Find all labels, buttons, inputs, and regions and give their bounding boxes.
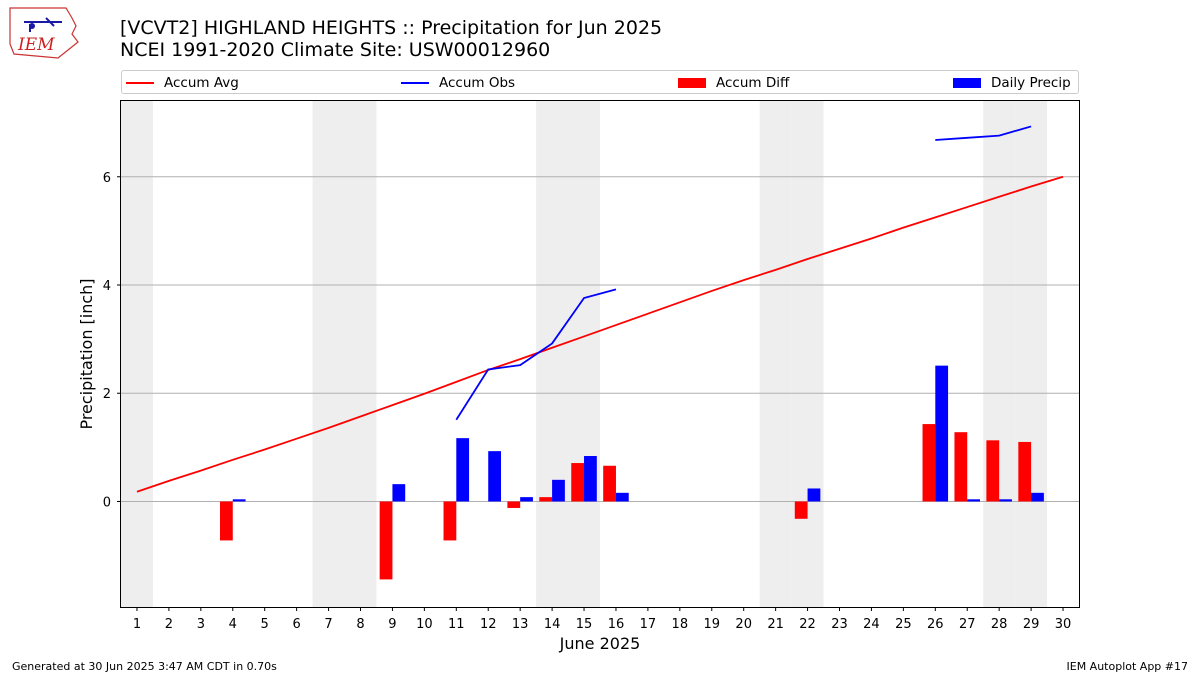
weekend-shade-day-14	[536, 101, 569, 607]
y-axis-label: Precipitation [inch]	[77, 278, 96, 429]
legend: Accum Avg Accum Obs Accum Diff Daily Pre…	[121, 70, 1079, 94]
x-tick-label-13: 13	[512, 617, 529, 632]
bar-daily-precip-day-16	[615, 492, 629, 502]
x-tick-label-26: 26	[927, 617, 944, 632]
legend-label-accum-diff: Accum Diff	[716, 75, 790, 91]
weekend-shade-day-7	[312, 101, 345, 607]
bar-accum-diff-day-4	[219, 501, 233, 541]
bar-daily-precip-day-4	[232, 499, 246, 502]
bar-accum-diff-day-11	[443, 501, 457, 541]
bar-daily-precip-day-12	[488, 451, 502, 502]
x-tick-label-6: 6	[292, 617, 300, 632]
legend-item-daily-precip: Daily Precip	[953, 74, 1071, 92]
weekend-shade-day-21	[759, 101, 792, 607]
bar-daily-precip-day-9	[392, 484, 406, 502]
bar-daily-precip-day-15	[584, 456, 597, 502]
bar-accum-diff-day-14	[539, 497, 553, 502]
legend-swatch-accum-obs	[401, 82, 429, 84]
bar-daily-precip-day-13	[520, 497, 533, 502]
bar-daily-precip-day-11	[456, 438, 470, 502]
x-tick-label-22: 22	[799, 617, 816, 632]
weekend-shade-day-15	[568, 101, 600, 607]
y-tick-label-2: 2	[103, 387, 111, 402]
lines	[136, 125, 1064, 493]
bar-accum-diff-day-15	[571, 463, 585, 502]
x-tick-label-18: 18	[672, 617, 689, 632]
x-tick-label-11: 11	[448, 617, 465, 632]
bar-accum-diff-day-26	[922, 424, 936, 502]
legend-item-accum-diff: Accum Diff	[678, 74, 789, 92]
x-tick-label-27: 27	[959, 617, 976, 632]
line-accum-obs-segment-1	[935, 125, 1032, 141]
bar-daily-precip-day-22	[807, 488, 821, 502]
x-tick-label-3: 3	[197, 617, 205, 632]
x-tick-label-30: 30	[1055, 617, 1072, 632]
x-tick-label-4: 4	[229, 617, 237, 632]
legend-label-accum-obs: Accum Obs	[439, 75, 516, 91]
legend-item-accum-obs: Accum Obs	[401, 74, 515, 92]
x-tick-label-7: 7	[324, 617, 332, 632]
bar-daily-precip-day-27	[967, 499, 981, 502]
bar-daily-precip-day-28	[999, 499, 1012, 502]
line-accum-avg-segment-0	[136, 175, 1064, 493]
legend-swatch-accum-avg	[126, 82, 154, 84]
legend-label-daily-precip: Daily Precip	[991, 75, 1071, 91]
iem-logo: IEM	[6, 4, 82, 60]
x-tick-label-28: 28	[991, 617, 1008, 632]
bar-accum-diff-day-27	[954, 432, 968, 502]
bar-accum-diff-day-16	[603, 465, 616, 502]
plot-frame	[120, 100, 1080, 608]
x-tick-label-15: 15	[576, 617, 593, 632]
chart-subtitle: NCEI 1991-2020 Climate Site: USW00012960	[120, 39, 551, 61]
x-tick-label-19: 19	[703, 617, 720, 632]
weekend-shade-day-1	[121, 101, 153, 607]
y-gridlines	[121, 176, 1079, 502]
bars	[219, 365, 1044, 580]
x-tick-label-21: 21	[767, 617, 784, 632]
bar-daily-precip-day-26	[935, 365, 949, 502]
y-tick-label-6: 6	[103, 171, 111, 186]
x-tick-label-29: 29	[1023, 617, 1040, 632]
x-tick-label-24: 24	[863, 617, 880, 632]
weekend-shade-day-28	[983, 101, 1016, 607]
x-tick-label-5: 5	[261, 617, 269, 632]
chart-title: [VCVT2] HIGHLAND HEIGHTS :: Precipitatio…	[120, 17, 663, 39]
x-tick-label-16: 16	[608, 617, 625, 632]
x-tick-label-9: 9	[388, 617, 396, 632]
bar-daily-precip-day-14	[552, 479, 565, 502]
y-tick-label-4: 4	[103, 279, 111, 294]
x-tick-label-10: 10	[416, 617, 433, 632]
x-tick-label-17: 17	[640, 617, 657, 632]
x-tick-label-14: 14	[544, 617, 561, 632]
x-tick-label-23: 23	[831, 617, 848, 632]
bar-daily-precip-day-29	[1031, 492, 1044, 502]
x-tick-label-8: 8	[356, 617, 364, 632]
bar-accum-diff-day-29	[1018, 441, 1032, 502]
legend-swatch-accum-diff	[678, 78, 706, 88]
bar-accum-diff-day-28	[986, 440, 1000, 502]
legend-swatch-daily-precip	[953, 78, 981, 88]
x-tick-label-12: 12	[480, 617, 497, 632]
weekend-shade-day-22	[791, 101, 824, 607]
x-axis-label: June 2025	[559, 634, 641, 653]
bar-accum-diff-day-9	[379, 501, 393, 580]
weekend-shade-day-29	[1015, 101, 1048, 607]
bar-accum-diff-day-22	[794, 501, 808, 519]
x-tick-label-2: 2	[165, 617, 173, 632]
weekend-shade-day-8	[344, 101, 377, 607]
footer-app: IEM Autoplot App #17	[1066, 660, 1189, 673]
weekend-shading	[121, 101, 1048, 607]
bar-accum-diff-day-13	[507, 501, 521, 508]
legend-label-accum-avg: Accum Avg	[164, 75, 239, 91]
logo-text: IEM	[17, 35, 55, 55]
footer-generated: Generated at 30 Jun 2025 3:47 AM CDT in …	[12, 660, 277, 673]
line-accum-obs-segment-0	[455, 288, 617, 421]
x-tick-label-1: 1	[133, 617, 141, 632]
x-tick-label-20: 20	[735, 617, 752, 632]
y-tick-label-0: 0	[103, 495, 111, 510]
x-tick-label-25: 25	[895, 617, 912, 632]
legend-item-accum-avg: Accum Avg	[126, 74, 239, 92]
